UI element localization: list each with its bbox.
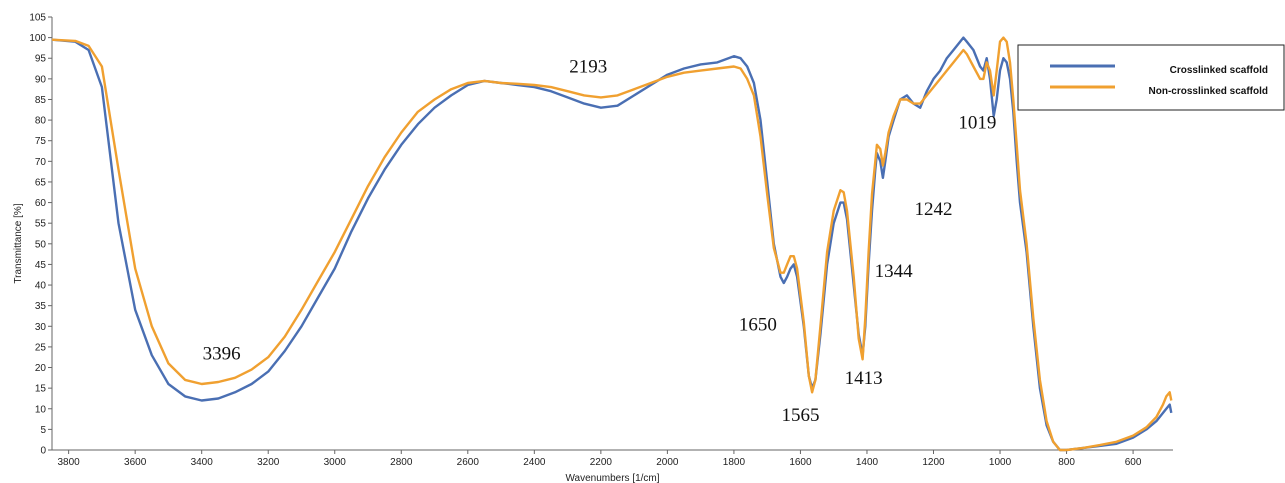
y-axis-title: Transmittance [%] (13, 203, 24, 283)
y-tick-label: 0 (40, 446, 46, 457)
y-tick-label: 100 (29, 33, 46, 44)
series-line-crosslinked (51, 36, 1173, 452)
y-tick-label: 70 (35, 157, 47, 168)
legend-label-non-crosslinked: Non-crosslinked scaffold (1149, 86, 1268, 97)
y-tick-label: 55 (35, 219, 47, 230)
legend: Crosslinked scaffold Non-crosslinked sca… (1017, 44, 1285, 111)
y-tick-label: 25 (35, 342, 47, 353)
legend-label-crosslinked: Crosslinked scaffold (1170, 65, 1268, 76)
y-tick-label: 5 (40, 425, 46, 436)
x-tick-label: 3000 (324, 457, 347, 468)
x-tick-label: 2800 (390, 457, 413, 468)
series-layer (51, 36, 1173, 452)
y-tick-label: 60 (35, 198, 47, 209)
x-tick-label: 1000 (989, 457, 1012, 468)
x-tick-label: 1400 (856, 457, 879, 468)
series-line-non-crosslinked (51, 36, 1173, 452)
plot-area: 0 5 10 15 20 25 30 35 40 45 50 55 60 65 70 75 80 85 90 95 10… (29, 13, 1173, 468)
y-tick-label: 30 (35, 322, 47, 333)
x-tick-label: 3800 (58, 457, 81, 468)
y-tick-label: 80 (35, 116, 47, 127)
x-axis-ticks: 3800 3600 3400 3200 3000 2800 2600 2400 2200 2000… (58, 450, 1142, 468)
y-tick-label: 40 (35, 281, 47, 292)
x-tick-label: 3400 (191, 457, 214, 468)
y-tick-label: 65 (35, 177, 47, 188)
y-tick-label: 10 (35, 404, 47, 415)
peak-label: 3396 (203, 343, 241, 364)
x-tick-label: 1600 (789, 457, 812, 468)
x-tick-label: 600 (1125, 457, 1142, 468)
y-tick-label: 105 (29, 13, 46, 24)
y-tick-label: 45 (35, 260, 47, 271)
y-tick-label: 75 (35, 136, 47, 147)
x-tick-label: 1800 (723, 457, 746, 468)
peak-label: 1019 (958, 112, 996, 133)
y-tick-label: 15 (35, 384, 47, 395)
legend-box (1017, 44, 1285, 111)
x-tick-label: 1200 (922, 457, 945, 468)
x-tick-label: 3600 (124, 457, 147, 468)
peak-label: 1344 (875, 261, 914, 282)
y-tick-label: 95 (35, 54, 47, 65)
x-tick-label: 2000 (656, 457, 679, 468)
y-tick-label: 90 (35, 74, 47, 85)
y-axis-ticks: 0 5 10 15 20 25 30 35 40 45 50 55 60 65 70 75 80 85 90 95 10… (29, 13, 52, 457)
peak-label: 2193 (569, 57, 607, 78)
peak-label: 1650 (739, 314, 777, 335)
peak-annotations: 3396 2193 1650 1565 1413 1344 1242 1019 (203, 57, 997, 426)
peak-label: 1413 (845, 368, 883, 389)
x-axis-title: Wavenumbers [1/cm] (565, 473, 659, 483)
x-tick-label: 2600 (457, 457, 480, 468)
y-tick-label: 20 (35, 363, 47, 374)
x-tick-label: 2200 (590, 457, 613, 468)
peak-label: 1565 (781, 405, 819, 426)
y-tick-label: 50 (35, 239, 47, 250)
y-tick-label: 35 (35, 301, 47, 312)
x-tick-label: 2400 (523, 457, 546, 468)
y-tick-label: 85 (35, 95, 47, 106)
x-tick-label: 3200 (257, 457, 280, 468)
peak-label: 1242 (914, 199, 952, 220)
x-tick-label: 800 (1058, 457, 1075, 468)
